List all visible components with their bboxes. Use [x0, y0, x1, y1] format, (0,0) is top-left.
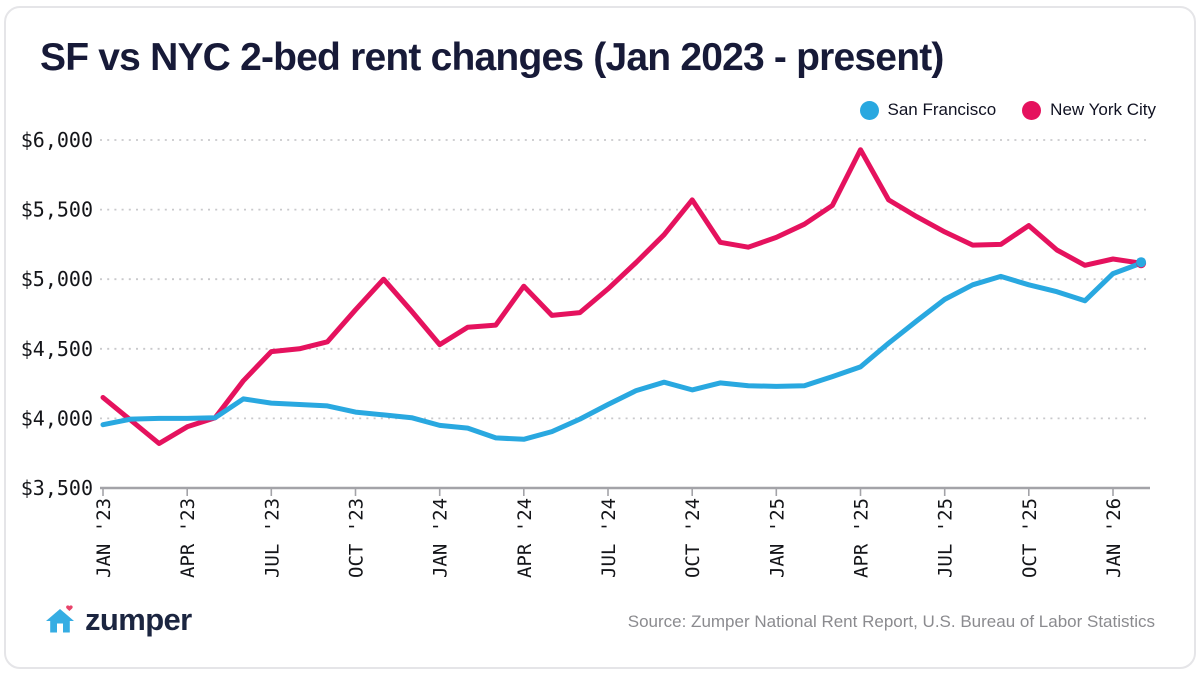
y-axis-label: $5,000 — [21, 267, 93, 291]
x-axis-label: APR '24 — [514, 498, 536, 578]
chart-card — [4, 6, 1196, 669]
x-axis-label: JAN '23 — [93, 498, 115, 578]
zumper-logo: zumper — [44, 602, 192, 638]
san-francisco-dot-icon — [859, 100, 879, 120]
zumper-house-icon — [46, 605, 74, 633]
page-title: SF vs NYC 2-bed rent changes (Jan 2023 -… — [40, 36, 944, 79]
x-axis-label: JAN '26 — [1103, 498, 1125, 578]
x-axis-label: OCT '24 — [682, 498, 704, 578]
y-axis-label: $6,000 — [21, 128, 93, 152]
series-line-new-york-city — [100, 147, 1144, 446]
x-axis-label: APR '23 — [177, 498, 199, 578]
y-axis-label: $4,500 — [21, 337, 93, 361]
x-axis-label: JAN '25 — [766, 498, 788, 578]
y-axis-label: $5,500 — [21, 198, 93, 222]
x-axis-label: JAN '24 — [430, 498, 452, 578]
legend-item-san-francisco: San Francisco — [859, 100, 997, 120]
chart-legend: San Francisco New York City — [859, 100, 1156, 120]
series-line-san-francisco — [100, 260, 1144, 442]
legend-label-new-york-city: New York City — [1050, 100, 1156, 119]
zumper-wordmark: zumper — [85, 602, 192, 637]
rent-chart: $3,500 $4,000 $4,500 $5,000 $5,500 $6,000 JAN … — [21, 128, 1150, 578]
x-axis-label: JUL '24 — [598, 498, 620, 578]
legend-label-san-francisco: San Francisco — [887, 100, 997, 119]
legend-item-new-york-city: New York City — [1022, 100, 1156, 120]
new-york-city-dot-icon — [1022, 100, 1042, 120]
x-axis-label: JUL '23 — [261, 498, 283, 578]
x-axis-label: JUL '25 — [935, 498, 957, 578]
x-axis-label: OCT '25 — [1019, 498, 1041, 578]
x-axis-label: OCT '23 — [346, 498, 368, 578]
series-end-dot-san-francisco — [1136, 257, 1147, 268]
y-axis-label: $3,500 — [21, 476, 93, 500]
y-axis-label: $4,000 — [21, 406, 93, 430]
x-axis-label: APR '25 — [851, 498, 873, 578]
source-attribution: Source: Zumper National Rent Report, U.S… — [627, 612, 1155, 631]
